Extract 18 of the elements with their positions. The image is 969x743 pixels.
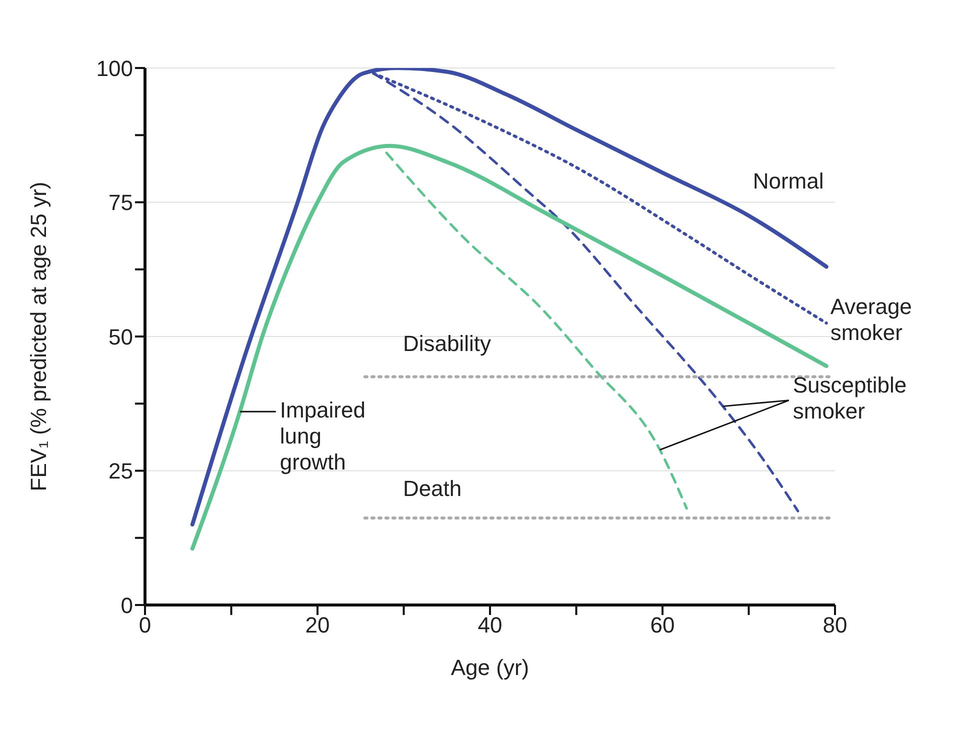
series-label: Death: [402, 476, 462, 501]
x-tick-label: 60: [650, 612, 675, 638]
x-tick-label: 80: [822, 612, 848, 638]
y-tick-label: 25: [108, 458, 133, 484]
x-axis-title: Age (yr): [450, 655, 530, 680]
annotation: Susceptible smoker: [792, 372, 907, 424]
y-tick-label: 100: [96, 56, 133, 81]
series-label: Disability: [402, 330, 491, 356]
y-tick-label: 50: [108, 324, 133, 350]
y-axis-title: FEV₁ (% predicted at age 25 yr): [26, 182, 51, 492]
series-label: Average smoker: [830, 294, 912, 345]
y-tick-label: 0: [120, 592, 133, 618]
annotation: Impaired lung growth: [280, 397, 366, 474]
x-tick-label: 0: [138, 612, 152, 638]
x-tick-label: 40: [478, 612, 502, 638]
x-tick-label: 20: [305, 612, 330, 638]
y-tick-label: 75: [108, 190, 133, 216]
series-label: Normal: [752, 168, 824, 194]
